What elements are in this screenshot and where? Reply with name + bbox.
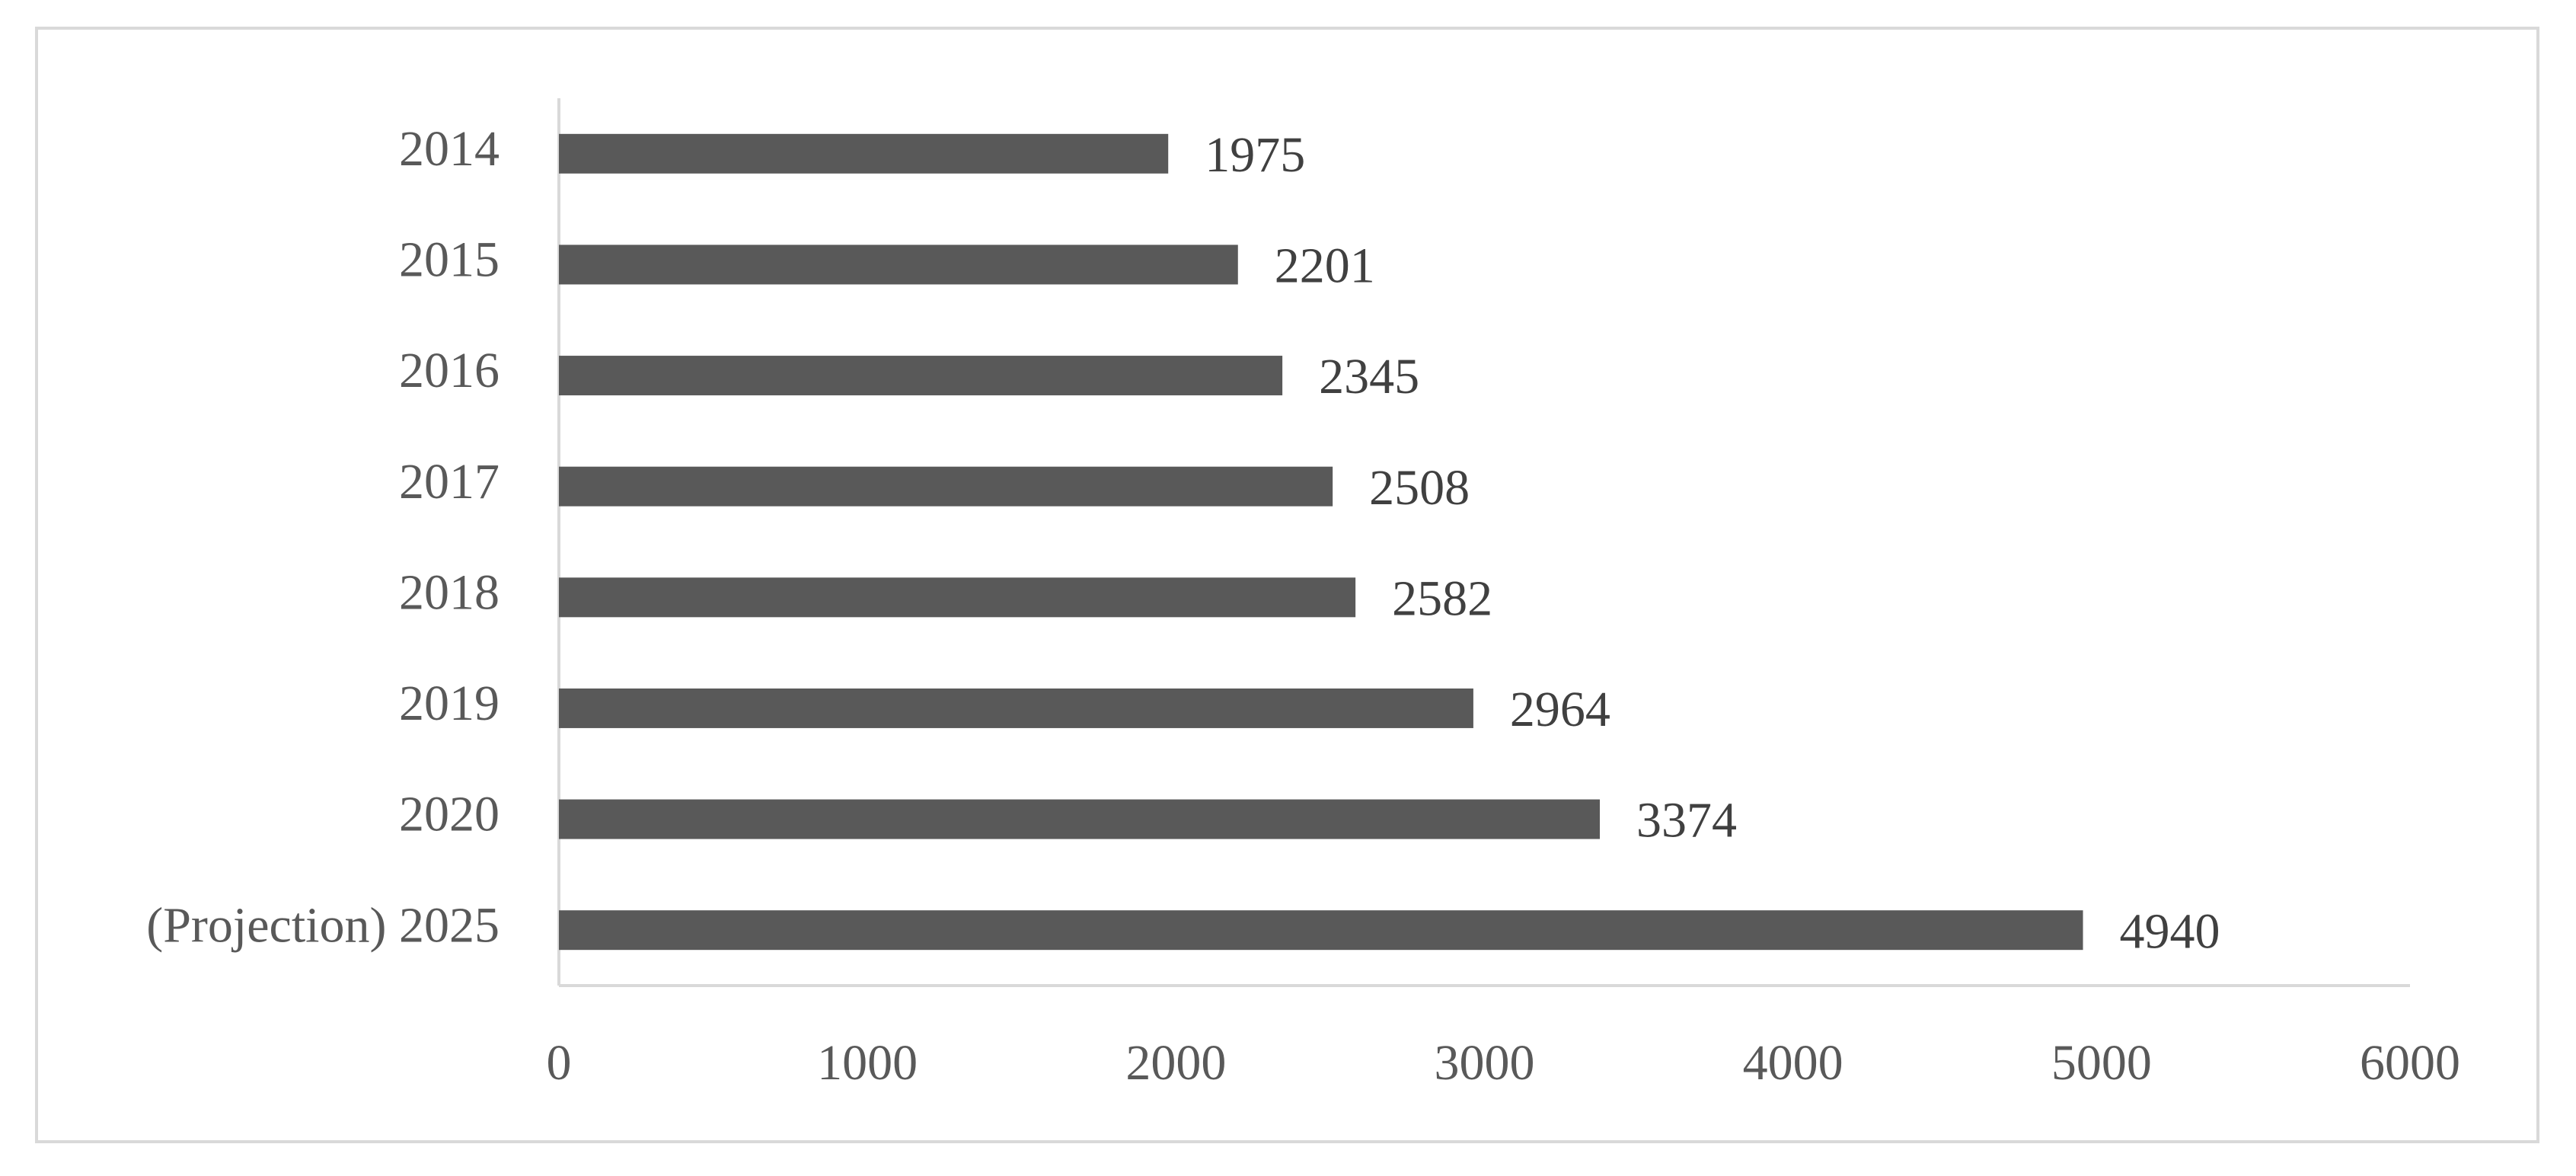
- data-label: 2345: [1319, 349, 1419, 404]
- x-tick-label: 3000: [1435, 1035, 1535, 1091]
- y-tick-label: (Projection) 2025: [146, 897, 500, 953]
- bar: [559, 244, 1238, 285]
- y-tick-label: 2017: [399, 454, 500, 510]
- x-tick-label: 1000: [817, 1035, 918, 1091]
- data-label: 2508: [1369, 460, 1470, 516]
- x-tick-label: 5000: [2051, 1035, 2152, 1091]
- data-label: 4940: [2120, 903, 2220, 959]
- y-tick-label: 2016: [399, 343, 500, 398]
- y-tick-label: 2020: [399, 787, 500, 842]
- bar: [559, 577, 1356, 618]
- data-label: 2201: [1275, 238, 1375, 294]
- y-tick-label: 2015: [399, 232, 500, 288]
- bar: [559, 356, 1283, 396]
- bar: [559, 688, 1473, 728]
- x-tick-label: 4000: [1743, 1035, 1843, 1091]
- bar: [559, 910, 2083, 951]
- y-tick-label: 2019: [399, 676, 500, 731]
- y-tick-label: 2018: [399, 564, 500, 620]
- x-tick-label: 2000: [1125, 1035, 1226, 1091]
- data-label: 2582: [1392, 570, 1492, 626]
- x-tick-label: 0: [547, 1035, 572, 1091]
- bar: [559, 466, 1333, 507]
- bar: [559, 133, 1169, 174]
- bar: [559, 799, 1601, 839]
- data-label: 3374: [1636, 793, 1737, 848]
- data-label: 2964: [1510, 682, 1610, 737]
- x-tick-label: 6000: [2360, 1035, 2460, 1091]
- y-tick-label: 2014: [399, 121, 500, 177]
- data-label: 1975: [1205, 127, 1305, 183]
